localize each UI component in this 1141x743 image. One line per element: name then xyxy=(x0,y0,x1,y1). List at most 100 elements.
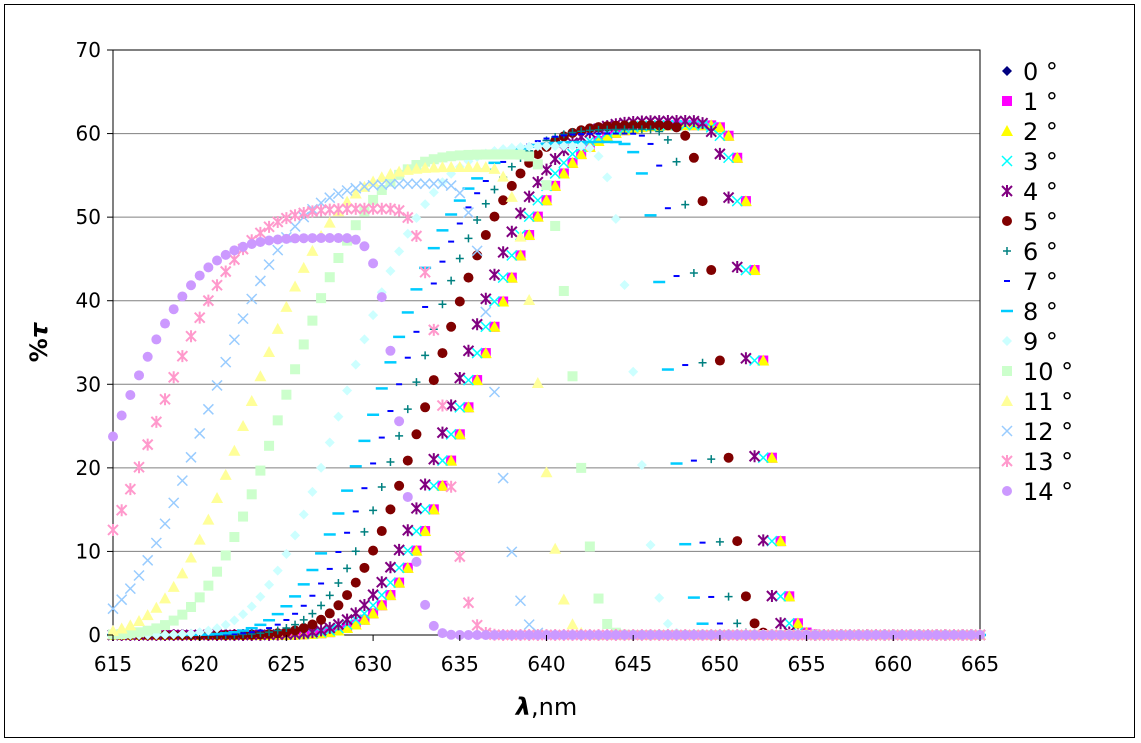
data-point xyxy=(523,190,535,203)
data-point xyxy=(255,465,266,476)
data-point xyxy=(740,630,751,640)
x-axis-symbol: λ xyxy=(514,693,531,721)
data-point xyxy=(479,347,492,359)
data-point xyxy=(410,230,423,243)
data-point xyxy=(724,592,733,601)
data-point xyxy=(454,371,466,384)
data-point xyxy=(697,196,708,207)
data-point xyxy=(419,161,432,173)
data-point xyxy=(402,524,414,537)
data-point xyxy=(471,318,483,331)
data-point xyxy=(238,609,249,620)
data-point xyxy=(488,295,501,308)
data-point xyxy=(775,630,786,640)
data-point xyxy=(445,480,457,493)
data-point xyxy=(229,532,240,543)
data-point xyxy=(324,621,336,634)
data-point xyxy=(480,230,491,241)
data-point xyxy=(358,613,371,625)
data-point xyxy=(263,220,275,233)
data-point xyxy=(125,389,136,400)
y-tick-label: 30 xyxy=(76,372,101,396)
data-point xyxy=(705,125,717,138)
data-point xyxy=(159,393,171,406)
data-point xyxy=(315,624,327,637)
data-point xyxy=(385,504,396,515)
data-point xyxy=(255,591,266,602)
data-point xyxy=(740,591,751,602)
data-point xyxy=(497,272,509,284)
data-point xyxy=(193,533,206,545)
data-point xyxy=(273,626,282,635)
legend-item: 1 ° xyxy=(1002,88,1058,116)
data-point xyxy=(142,554,154,566)
data-point xyxy=(515,168,526,179)
data-point xyxy=(350,359,361,370)
data-point xyxy=(367,599,379,611)
data-point xyxy=(662,630,673,640)
data-point xyxy=(246,239,257,250)
data-point xyxy=(957,630,968,640)
data-point xyxy=(732,536,743,547)
x-tick-label: 650 xyxy=(701,652,739,676)
legend-item: 2 ° xyxy=(1001,118,1058,146)
data-point xyxy=(731,195,743,207)
data-point xyxy=(836,630,847,640)
data-point xyxy=(316,614,327,625)
data-point xyxy=(350,607,362,620)
data-point xyxy=(290,233,301,244)
data-point xyxy=(133,461,145,474)
legend-item: 8 ° xyxy=(1001,298,1058,326)
data-point xyxy=(646,125,655,134)
data-point xyxy=(514,230,527,242)
data-point xyxy=(445,454,458,466)
data-point xyxy=(317,601,326,610)
data-point xyxy=(159,518,171,530)
legend-marker xyxy=(1002,486,1012,496)
legend-label: 7 ° xyxy=(1023,268,1058,296)
data-point xyxy=(463,149,474,160)
data-point xyxy=(116,594,128,606)
data-point xyxy=(731,151,744,163)
data-point xyxy=(254,226,267,239)
data-point xyxy=(351,547,360,556)
data-point xyxy=(739,195,752,207)
data-point xyxy=(115,504,128,517)
legend-marker xyxy=(1001,455,1013,467)
data-point xyxy=(376,179,388,191)
data-point xyxy=(421,351,430,360)
data-point xyxy=(853,630,864,640)
data-point xyxy=(386,458,395,467)
data-point xyxy=(601,130,614,142)
data-point xyxy=(220,619,231,630)
data-point xyxy=(636,120,647,131)
data-point xyxy=(176,350,189,363)
data-point xyxy=(567,141,578,152)
data-point xyxy=(715,537,724,546)
data-point xyxy=(376,184,387,195)
data-point xyxy=(134,627,145,638)
data-point xyxy=(297,261,310,273)
data-point xyxy=(488,162,501,174)
data-point xyxy=(393,576,406,588)
data-point xyxy=(281,233,292,244)
data-point xyxy=(419,266,431,279)
data-point xyxy=(411,429,422,440)
data-point xyxy=(610,213,621,224)
data-point xyxy=(783,590,796,602)
legend-marker xyxy=(1002,336,1012,346)
data-point xyxy=(576,141,587,152)
x-tick-label: 635 xyxy=(441,652,479,676)
data-point xyxy=(766,590,778,603)
data-point xyxy=(671,630,682,640)
data-point xyxy=(401,561,414,573)
data-point xyxy=(359,241,370,252)
data-point xyxy=(541,180,552,191)
data-point xyxy=(281,549,292,560)
data-point xyxy=(194,627,205,638)
data-point xyxy=(549,153,561,166)
data-point xyxy=(272,234,283,245)
legend-label: 3 ° xyxy=(1023,148,1058,176)
data-point xyxy=(567,371,578,382)
data-point xyxy=(566,148,579,160)
